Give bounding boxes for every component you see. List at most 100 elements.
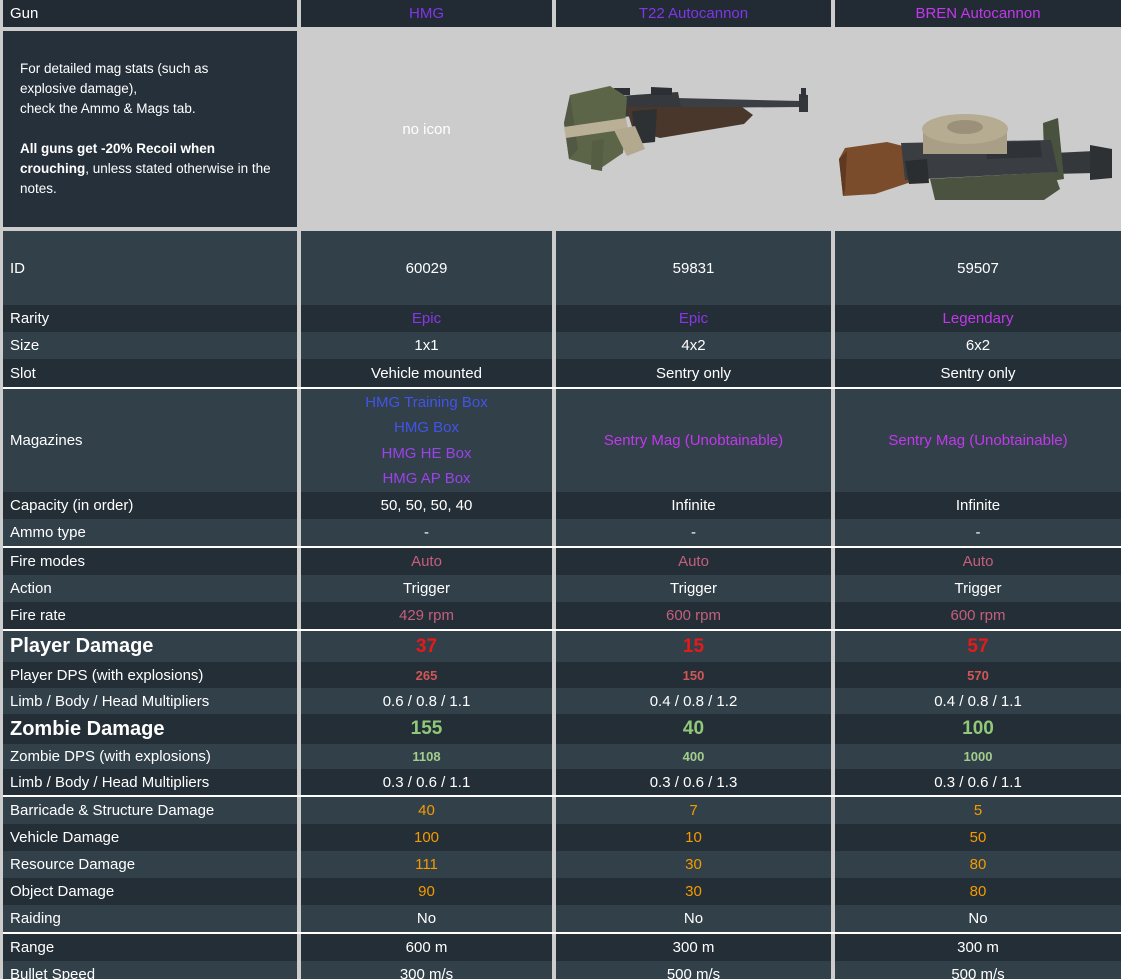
slot-value-t22[interactable]: Sentry only [556, 359, 831, 387]
mag-link-sentry-mag-bren[interactable]: Sentry Mag (Unobtainable) [888, 432, 1068, 449]
rarity-value-t22[interactable]: Epic [556, 305, 831, 332]
ammo-type-value-t22[interactable]: - [556, 519, 831, 546]
resource-damage-value-bren[interactable]: 80 [835, 851, 1121, 878]
slot-label[interactable]: Slot [3, 359, 297, 387]
id-value-t22[interactable]: 59831 [556, 231, 831, 305]
rarity-label[interactable]: Rarity [3, 305, 297, 332]
object-damage-value-bren[interactable]: 80 [835, 878, 1121, 905]
action-value-t22[interactable]: Trigger [556, 575, 831, 602]
raiding-label[interactable]: Raiding [3, 905, 297, 932]
id-label[interactable]: ID [3, 231, 297, 305]
zombie-damage-value-t22[interactable]: 40 [556, 714, 831, 744]
capacity-value-hmg[interactable]: 50, 50, 50, 40 [301, 492, 552, 519]
notes-cell[interactable]: For detailed mag stats (such as explosiv… [3, 31, 297, 227]
action-value-hmg[interactable]: Trigger [301, 575, 552, 602]
zombie-multipliers-value-bren[interactable]: 0.3 / 0.6 / 1.1 [835, 769, 1121, 795]
range-label[interactable]: Range [3, 934, 297, 961]
t22-icon-cell[interactable] [556, 31, 831, 227]
zombie-damage-value-hmg[interactable]: 155 [301, 714, 552, 744]
capacity-label[interactable]: Capacity (in order) [3, 492, 297, 519]
raiding-value-t22[interactable]: No [556, 905, 831, 932]
player-multipliers-label[interactable]: Limb / Body / Head Multipliers [3, 688, 297, 714]
bullet-speed-label[interactable]: Bullet Speed [3, 961, 297, 979]
fire-rate-value-hmg[interactable]: 429 rpm [301, 602, 552, 629]
mag-link-hmg-ap-box[interactable]: HMG AP Box [382, 470, 471, 487]
object-damage-label[interactable]: Object Damage [3, 878, 297, 905]
bren-icon-cell[interactable] [835, 31, 1121, 227]
player-dps-label[interactable]: Player DPS (with explosions) [3, 662, 297, 688]
player-dps-value-bren[interactable]: 570 [835, 662, 1121, 688]
header-corner-gun[interactable]: Gun [3, 0, 297, 27]
player-damage-value-bren[interactable]: 57 [835, 631, 1121, 662]
vehicle-damage-value-bren[interactable]: 50 [835, 824, 1121, 851]
resource-damage-label[interactable]: Resource Damage [3, 851, 297, 878]
size-value-t22[interactable]: 4x2 [556, 332, 831, 359]
range-value-t22[interactable]: 300 m [556, 934, 831, 961]
fire-rate-value-bren[interactable]: 600 rpm [835, 602, 1121, 629]
barricade-damage-label[interactable]: Barricade & Structure Damage [3, 797, 297, 824]
bullet-speed-value-hmg[interactable]: 300 m/s [301, 961, 552, 979]
barricade-damage-value-bren[interactable]: 5 [835, 797, 1121, 824]
header-col-hmg[interactable]: HMG [301, 0, 552, 27]
zombie-dps-value-bren[interactable]: 1000 [835, 744, 1121, 769]
ammo-type-value-hmg[interactable]: - [301, 519, 552, 546]
mag-link-sentry-mag-t22[interactable]: Sentry Mag (Unobtainable) [603, 432, 784, 449]
vehicle-damage-label[interactable]: Vehicle Damage [3, 824, 297, 851]
ammo-type-value-bren[interactable]: - [835, 519, 1121, 546]
zombie-multipliers-label[interactable]: Limb / Body / Head Multipliers [3, 769, 297, 795]
rarity-value-hmg[interactable]: Epic [301, 305, 552, 332]
raiding-value-hmg[interactable]: No [301, 905, 552, 932]
mag-link-hmg-he-box[interactable]: HMG HE Box [381, 444, 472, 462]
bullet-speed-value-t22[interactable]: 500 m/s [556, 961, 831, 979]
zombie-damage-value-bren[interactable]: 100 [835, 714, 1121, 744]
zombie-dps-value-t22[interactable]: 400 [556, 744, 831, 769]
barricade-damage-value-hmg[interactable]: 40 [301, 797, 552, 824]
zombie-dps-label[interactable]: Zombie DPS (with explosions) [3, 744, 297, 769]
zombie-multipliers-value-t22[interactable]: 0.3 / 0.6 / 1.3 [556, 769, 831, 795]
zombie-multipliers-value-hmg[interactable]: 0.3 / 0.6 / 1.1 [301, 769, 552, 795]
player-multipliers-value-bren[interactable]: 0.4 / 0.8 / 1.1 [835, 688, 1121, 714]
player-dps-value-hmg[interactable]: 265 [301, 662, 552, 688]
size-value-hmg[interactable]: 1x1 [301, 332, 552, 359]
zombie-damage-label[interactable]: Zombie Damage [3, 714, 297, 744]
resource-damage-value-hmg[interactable]: 111 [301, 851, 552, 878]
bullet-speed-value-bren[interactable]: 500 m/s [835, 961, 1121, 979]
size-value-bren[interactable]: 6x2 [835, 332, 1121, 359]
fire-modes-value-t22[interactable]: Auto [556, 548, 831, 575]
raiding-value-bren[interactable]: No [835, 905, 1121, 932]
object-damage-value-t22[interactable]: 30 [556, 878, 831, 905]
fire-rate-label[interactable]: Fire rate [3, 602, 297, 629]
size-label[interactable]: Size [3, 332, 297, 359]
player-dps-value-t22[interactable]: 150 [556, 662, 831, 688]
barricade-damage-value-t22[interactable]: 7 [556, 797, 831, 824]
id-value-bren[interactable]: 59507 [835, 231, 1121, 305]
resource-damage-value-t22[interactable]: 30 [556, 851, 831, 878]
player-multipliers-value-t22[interactable]: 0.4 / 0.8 / 1.2 [556, 688, 831, 714]
range-value-hmg[interactable]: 600 m [301, 934, 552, 961]
range-value-bren[interactable]: 300 m [835, 934, 1121, 961]
slot-value-hmg[interactable]: Vehicle mounted [301, 359, 552, 387]
fire-modes-value-hmg[interactable]: Auto [301, 548, 552, 575]
hmg-icon-cell[interactable]: no icon [301, 31, 552, 227]
object-damage-value-hmg[interactable]: 90 [301, 878, 552, 905]
vehicle-damage-value-hmg[interactable]: 100 [301, 824, 552, 851]
capacity-value-t22[interactable]: Infinite [556, 492, 831, 519]
capacity-value-bren[interactable]: Infinite [835, 492, 1121, 519]
slot-value-bren[interactable]: Sentry only [835, 359, 1121, 387]
vehicle-damage-value-t22[interactable]: 10 [556, 824, 831, 851]
fire-modes-value-bren[interactable]: Auto [835, 548, 1121, 575]
action-value-bren[interactable]: Trigger [835, 575, 1121, 602]
player-damage-value-t22[interactable]: 15 [556, 631, 831, 662]
rarity-value-bren[interactable]: Legendary [835, 305, 1121, 332]
zombie-dps-value-hmg[interactable]: 1108 [301, 744, 552, 769]
player-multipliers-value-hmg[interactable]: 0.6 / 0.8 / 1.1 [301, 688, 552, 714]
header-col-t22[interactable]: T22 Autocannon [556, 0, 831, 27]
id-value-hmg[interactable]: 60029 [301, 231, 552, 305]
magazines-label[interactable]: Magazines [3, 389, 297, 492]
action-label[interactable]: Action [3, 575, 297, 602]
fire-rate-value-t22[interactable]: 600 rpm [556, 602, 831, 629]
ammo-type-label[interactable]: Ammo type [3, 519, 297, 546]
header-col-bren[interactable]: BREN Autocannon [835, 0, 1121, 27]
mag-link-hmg-box[interactable]: HMG Box [393, 419, 459, 436]
player-damage-value-hmg[interactable]: 37 [301, 631, 552, 662]
